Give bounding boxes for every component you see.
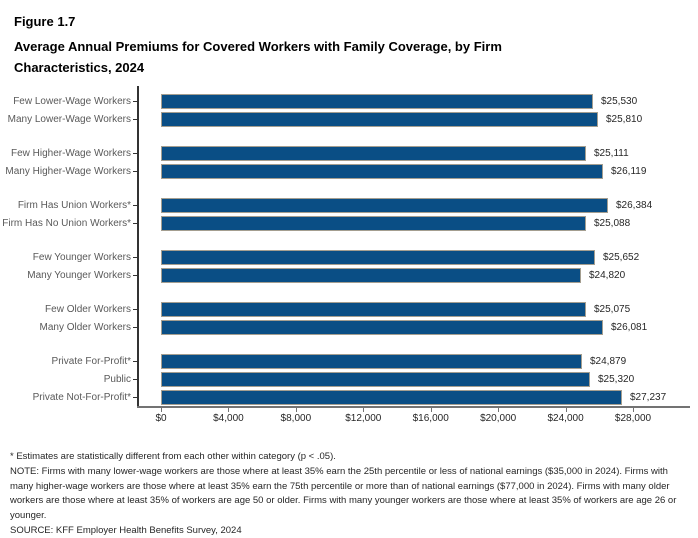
x-axis-tick-label: $8,000 bbox=[280, 413, 312, 425]
bar bbox=[161, 301, 586, 317]
x-axis-tick-mark bbox=[565, 408, 567, 413]
category-label: Many Lower-Wage Workers bbox=[7, 113, 131, 125]
bar bbox=[161, 111, 598, 127]
category-label: Many Older Workers bbox=[39, 321, 131, 333]
bar-group-older: Few Older Workers $25,075 Many Older Wor… bbox=[0, 300, 698, 336]
y-axis-tick bbox=[133, 118, 137, 120]
figure-header: Figure 1.7 Average Annual Premiums for C… bbox=[0, 0, 698, 78]
bar-row: Few Higher-Wage Workers $25,111 bbox=[0, 144, 698, 162]
bar bbox=[161, 267, 581, 283]
x-axis-tick-label: $0 bbox=[155, 413, 167, 425]
value-label: $25,075 bbox=[594, 303, 631, 315]
x-axis-tick-label: $20,000 bbox=[480, 413, 517, 425]
category-label: Few Younger Workers bbox=[32, 251, 131, 263]
significance-note: * Estimates are statistically different … bbox=[10, 451, 336, 463]
value-label: $25,111 bbox=[594, 147, 629, 159]
bar-row: Few Lower-Wage Workers $25,530 bbox=[0, 92, 698, 110]
y-axis-tick bbox=[133, 360, 137, 362]
bar bbox=[161, 319, 603, 335]
y-axis-tick bbox=[133, 170, 137, 172]
value-label: $25,810 bbox=[606, 113, 643, 125]
bar bbox=[161, 215, 586, 231]
bar-group-younger: Few Younger Workers $25,652 Many Younger… bbox=[0, 248, 698, 284]
bar-row: Many Higher-Wage Workers $26,119 bbox=[0, 162, 698, 180]
bar-group-union: Firm Has Union Workers* $26,384 Firm Has… bbox=[0, 196, 698, 232]
category-label: Few Older Workers bbox=[45, 303, 131, 315]
bar-row: Private For-Profit* $24,879 bbox=[0, 352, 698, 370]
category-label: Firm Has Union Workers* bbox=[17, 199, 131, 211]
x-axis-tick-mark bbox=[633, 408, 634, 413]
value-label: $26,081 bbox=[611, 321, 648, 333]
x-axis-tick-label: $24,000 bbox=[547, 413, 584, 425]
bar-row: Few Older Workers $25,075 bbox=[0, 300, 698, 318]
value-label: $26,384 bbox=[616, 199, 653, 211]
bar-group-lower-wage: Few Lower-Wage Workers $25,530 Many Lowe… bbox=[0, 92, 698, 128]
x-axis-tick-mark bbox=[430, 408, 432, 413]
bar bbox=[161, 249, 595, 265]
bar bbox=[161, 197, 608, 213]
bar-row: Firm Has Union Workers* $26,384 bbox=[0, 196, 698, 214]
bar bbox=[161, 93, 593, 109]
y-axis-tick bbox=[133, 204, 137, 206]
value-label: $25,088 bbox=[594, 217, 631, 229]
value-label: $24,820 bbox=[589, 269, 626, 281]
bar-group-higher-wage: Few Higher-Wage Workers $25,111 Many Hig… bbox=[0, 144, 698, 180]
chart-title: Average Annual Premiums for Covered Work… bbox=[14, 39, 502, 76]
bar bbox=[161, 353, 582, 369]
category-label: Many Higher-Wage Workers bbox=[5, 165, 131, 177]
x-axis-tick-mark bbox=[295, 408, 297, 413]
y-axis-tick bbox=[133, 396, 137, 398]
bar bbox=[161, 145, 586, 161]
y-axis-tick bbox=[133, 274, 137, 276]
bar bbox=[161, 371, 590, 387]
figure-number: Figure 1.7 bbox=[14, 14, 76, 29]
y-axis-tick bbox=[133, 100, 137, 102]
x-axis-tick-label: $12,000 bbox=[345, 413, 382, 425]
y-axis-tick bbox=[133, 152, 137, 154]
bar-chart: Few Lower-Wage Workers $25,530 Many Lowe… bbox=[0, 86, 698, 426]
x-axis-tick-label: $16,000 bbox=[412, 413, 449, 425]
x-axis-tick-label: $28,000 bbox=[614, 413, 652, 425]
x-axis-tick-label: $4,000 bbox=[213, 413, 244, 425]
y-axis-tick bbox=[133, 308, 137, 310]
value-label: $25,652 bbox=[603, 251, 640, 263]
category-label: Private For-Profit* bbox=[51, 355, 131, 367]
category-label: Few Lower-Wage Workers bbox=[13, 95, 131, 107]
value-label: $26,119 bbox=[611, 165, 647, 177]
bar-row: Many Younger Workers $24,820 bbox=[0, 266, 698, 284]
bar bbox=[161, 389, 622, 405]
plot-region: Few Lower-Wage Workers $25,530 Many Lowe… bbox=[0, 86, 698, 407]
x-axis-tick-mark bbox=[161, 408, 162, 413]
methodology-note: NOTE: Firms with many lower-wage workers… bbox=[10, 465, 677, 521]
y-axis-tick bbox=[133, 222, 137, 224]
bar-row: Many Lower-Wage Workers $25,810 bbox=[0, 110, 698, 128]
bar-row: Private Not-For-Profit* $27,237 bbox=[0, 388, 698, 406]
category-label: Private Not-For-Profit* bbox=[32, 391, 131, 403]
y-axis-line bbox=[137, 86, 139, 407]
x-axis-ticks: $0 $4,000 $8,000 $12,000 $16,000 $20,000 $24,0… bbox=[0, 408, 698, 426]
x-axis-tick-mark bbox=[363, 408, 365, 413]
bar-row: Public $25,320 bbox=[0, 370, 698, 388]
bar-row: Firm Has No Union Workers* $25,088 bbox=[0, 214, 698, 232]
bar-row: Few Younger Workers $25,652 bbox=[0, 248, 698, 266]
bar-group-ownership: Private For-Profit* $24,879 Public $25,3… bbox=[0, 352, 698, 406]
x-axis-line bbox=[137, 406, 690, 409]
bar bbox=[161, 163, 603, 179]
x-axis-tick-mark bbox=[498, 408, 500, 413]
y-axis-tick bbox=[133, 378, 137, 380]
category-label: Public bbox=[103, 373, 131, 385]
x-axis-tick-mark bbox=[228, 408, 230, 413]
bar-row: Many Older Workers $26,081 bbox=[0, 318, 698, 336]
source-note: SOURCE: KFF Employer Health Benefits Sur… bbox=[10, 524, 242, 536]
category-label: Many Younger Workers bbox=[27, 269, 131, 281]
value-label: $25,320 bbox=[598, 373, 635, 385]
value-label: $27,237 bbox=[630, 391, 667, 403]
y-axis-tick bbox=[133, 256, 137, 258]
category-label: Few Higher-Wage Workers bbox=[10, 147, 131, 159]
value-label: $25,530 bbox=[601, 95, 638, 107]
y-axis-tick bbox=[133, 326, 137, 328]
value-label: $24,879 bbox=[590, 355, 627, 367]
category-label: Firm Has No Union Workers* bbox=[2, 217, 131, 229]
